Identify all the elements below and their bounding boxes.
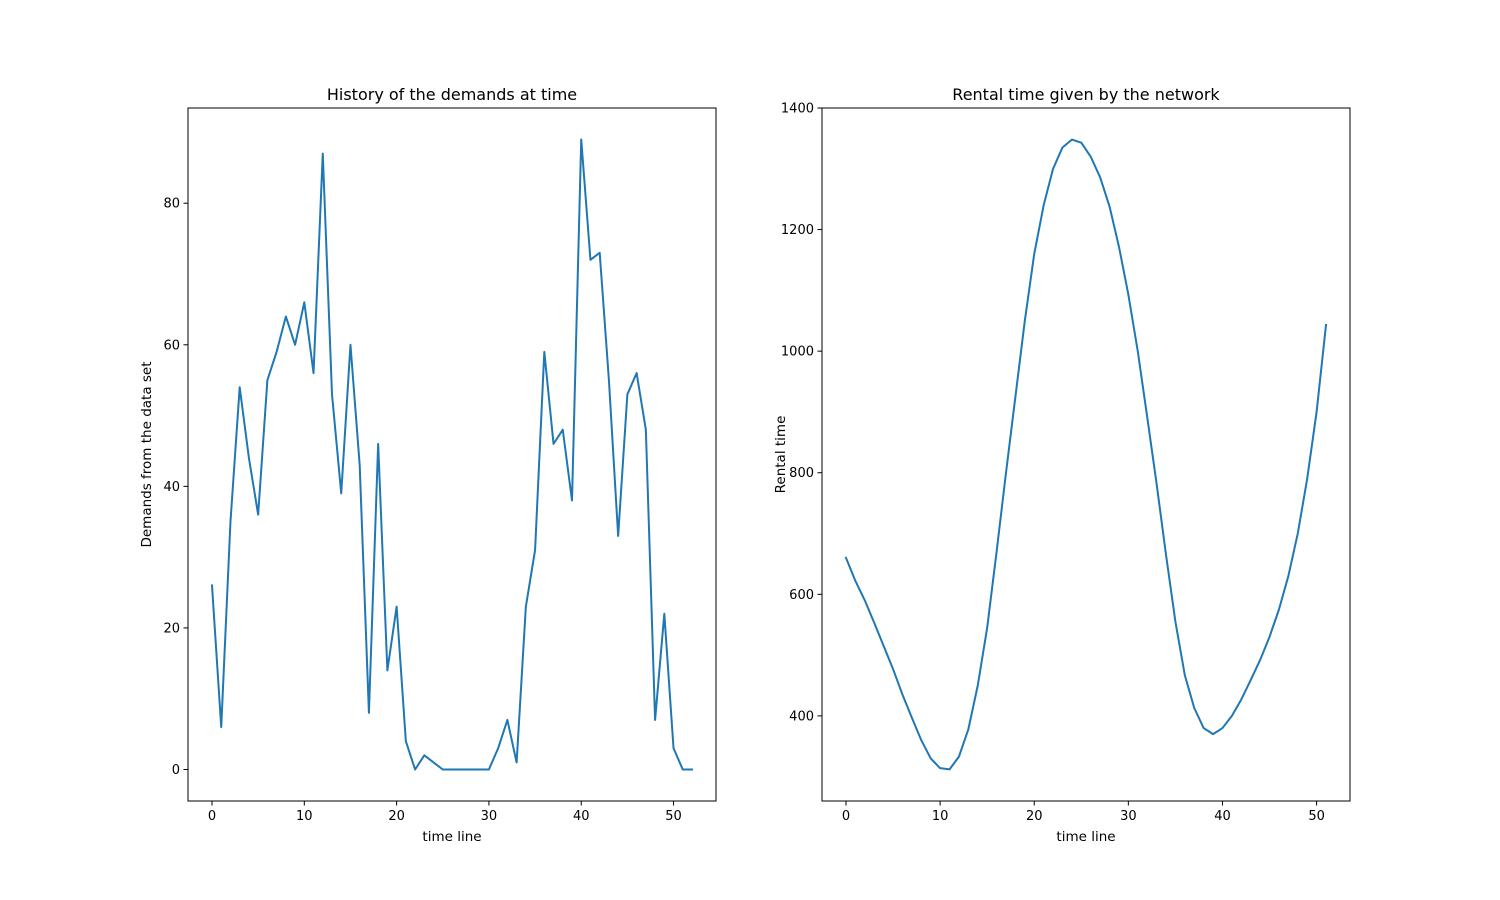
x-axis-label: time line — [1056, 829, 1115, 845]
y-tick-label: 40 — [163, 480, 180, 495]
y-tick-label: 1000 — [781, 345, 814, 360]
axis-ticks: 0 10 20 30 40 50 400 600 800 1000 1200 1400 — [781, 102, 1325, 825]
x-tick-label: 40 — [573, 809, 590, 824]
chart-demand-history: History of the demands at time time line… — [139, 85, 717, 845]
y-axis-label: Demands from the data set — [139, 361, 155, 547]
x-tick-label: 0 — [842, 809, 850, 824]
y-tick-label: 600 — [789, 588, 814, 603]
y-tick-label: 800 — [789, 466, 814, 481]
plot-frame — [187, 107, 717, 802]
y-tick-label: 0 — [172, 763, 180, 778]
chart-rental-time: Rental time given by the network time li… — [773, 85, 1351, 845]
x-tick-label: 20 — [388, 809, 405, 824]
x-tick-label: 10 — [932, 809, 949, 824]
x-tick-label: 40 — [1214, 809, 1231, 824]
axis-ticks: 0 10 20 30 40 50 0 20 40 60 80 — [163, 197, 681, 824]
x-tick-label: 0 — [208, 809, 216, 824]
y-tick-label: 400 — [789, 709, 814, 724]
plot-frame — [821, 107, 1351, 802]
y-tick-label: 1200 — [781, 223, 814, 238]
chart-title: History of the demands at time — [327, 85, 577, 104]
x-tick-label: 10 — [296, 809, 313, 824]
chart-title: Rental time given by the network — [952, 85, 1220, 104]
x-tick-label: 50 — [665, 809, 682, 824]
x-tick-label: 50 — [1308, 809, 1325, 824]
x-axis-label: time line — [422, 829, 481, 845]
y-axis-label: Rental time — [773, 416, 789, 494]
y-tick-label: 1400 — [781, 102, 814, 117]
x-tick-label: 30 — [1120, 809, 1137, 824]
x-tick-label: 30 — [481, 809, 498, 824]
y-tick-label: 60 — [163, 338, 180, 353]
series-line-rental-time — [844, 138, 1328, 771]
series-line-demand — [210, 138, 693, 771]
x-tick-label: 20 — [1026, 809, 1043, 824]
y-tick-label: 80 — [163, 197, 180, 212]
y-tick-label: 20 — [163, 621, 180, 636]
